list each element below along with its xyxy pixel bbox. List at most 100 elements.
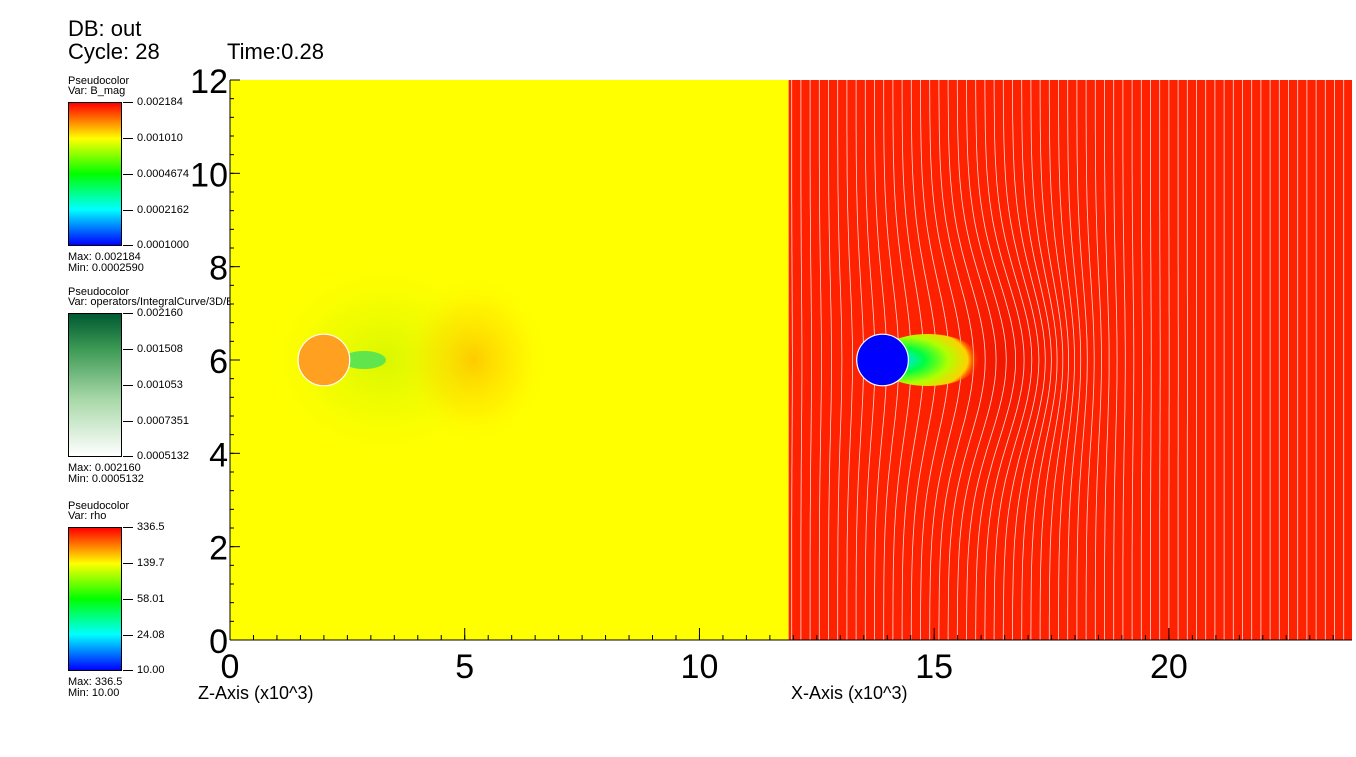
colorbar-tick (123, 563, 133, 564)
colorbar-tick-label: 0.0001000 (137, 239, 189, 251)
legend-min: Min: 0.0002590 (68, 262, 144, 274)
legend-max: Max: 336.5 (68, 676, 123, 688)
colorbar-tick (123, 313, 133, 314)
legend-min: Min: 0.0005132 (68, 473, 144, 485)
colorbar-tick (123, 349, 133, 350)
right-bow-shock (882, 170, 1123, 550)
streamline (1104, 80, 1110, 640)
y-tick-label: 0 (209, 623, 228, 661)
colorbar-tick (123, 421, 133, 422)
y-tick-label: 10 (190, 156, 228, 194)
time-label: Time:0.28 (227, 39, 325, 64)
colorbar-tick-label: 0.002184 (137, 96, 183, 108)
streamline (1085, 80, 1095, 640)
colorbar-tick (123, 245, 133, 246)
streamline (818, 80, 822, 640)
streamline (947, 80, 986, 640)
streamline (1039, 80, 1064, 640)
colorbar-tick-label: 139.7 (137, 557, 165, 569)
legend-label: Pseudocolor (68, 500, 130, 512)
y-tick-label: 12 (190, 63, 228, 101)
colorbar-tick (123, 456, 133, 457)
streamline (1048, 80, 1070, 640)
colorbar-tick (123, 210, 133, 211)
colorbar-tick-label: 0.001508 (137, 343, 183, 355)
colorbar-tick-label: 58.01 (137, 593, 165, 605)
streamline (1067, 80, 1082, 640)
colorbar-tick-label: 24.08 (137, 629, 165, 641)
y-tick-label: 8 (209, 250, 228, 288)
streamline (956, 80, 997, 640)
colorbar-tick-label: 0.0007351 (137, 415, 189, 427)
y-tick-label: 6 (209, 343, 228, 381)
colorbar-tick-label: 336.5 (137, 521, 165, 533)
colorbar-tick (123, 635, 133, 636)
legend-var: Var: rho (68, 510, 107, 522)
left-wake-front (398, 275, 549, 445)
x-axis-title-left: Z-Axis (x10^3) (198, 683, 314, 703)
streamline (1030, 80, 1058, 640)
legend-max: Max: 0.002184 (68, 251, 141, 263)
colorbar-tick-label: 0.001010 (137, 132, 183, 144)
legend-label: Pseudocolor (68, 75, 130, 87)
streamline (1012, 80, 1046, 640)
colorbar-tick-label: 0.0005132 (137, 450, 189, 462)
colorbar-tick-label: 0.0002162 (137, 204, 189, 216)
colorbar-tick (123, 385, 133, 386)
colorbar-tick-label: 0.002160 (137, 307, 183, 319)
streamline (1140, 80, 1143, 640)
colorbar-tick (123, 527, 133, 528)
x-tick-label: 0 (221, 648, 240, 686)
legend-integral-curve: Pseudocolor Var: operators/IntegralCurve… (0, 285, 234, 495)
streamline (809, 80, 812, 640)
legend-rho: Pseudocolor Var: rho 336.5 139.7 58.01 2… (0, 499, 230, 709)
x-tick-label: 15 (915, 648, 953, 686)
x-tick-label: 5 (455, 648, 474, 686)
colorbar-tick (123, 599, 133, 600)
colorbar-tick-label: 10.00 (137, 664, 165, 676)
db-label: DB: out (68, 16, 142, 41)
streamline (975, 80, 1017, 640)
left-wake-jet (341, 351, 386, 369)
streamline (1113, 80, 1118, 640)
streamline (1002, 80, 1040, 640)
legend-max: Max: 0.002160 (68, 462, 141, 474)
legend-var: Var: B_mag (68, 85, 126, 97)
y-tick-label: 2 (209, 530, 228, 568)
legend-var: Var: operators/IntegralCurve/3D/B (68, 296, 234, 308)
streamline (1076, 80, 1088, 640)
colorbar-hot (68, 527, 122, 671)
colorbar-tick (123, 102, 133, 103)
legend-b-mag: Pseudocolor Var: B_mag 0.002184 0.001010… (0, 74, 230, 284)
streamline (1150, 80, 1152, 640)
x-axis-title-right: X-Axis (x10^3) (791, 683, 908, 703)
colorbar-tick (123, 174, 133, 175)
y-tick-label: 4 (209, 436, 228, 474)
streamline (984, 80, 1025, 640)
colorbar-greens (68, 313, 122, 457)
streamline (1058, 80, 1075, 640)
streamline (828, 80, 832, 640)
colorbar-tick-label: 0.001053 (137, 379, 183, 391)
streamline (791, 80, 793, 640)
x-tick-label: 10 (681, 648, 719, 686)
colorbar-tick (123, 670, 133, 671)
streamline (1021, 80, 1052, 640)
legend-label: Pseudocolor (68, 286, 130, 298)
streamline (1122, 80, 1126, 640)
streamline (966, 80, 1007, 640)
left-sphere (297, 333, 351, 387)
streamline (993, 80, 1033, 640)
streamline (1094, 80, 1102, 640)
legend-min: Min: 10.00 (68, 687, 120, 699)
streamline (846, 80, 853, 640)
streamline (1131, 80, 1135, 640)
streamline (800, 80, 803, 640)
cycle-label: Cycle: 28 (68, 39, 160, 64)
right-sphere (856, 333, 909, 387)
colorbar-hot (68, 102, 122, 246)
x-tick-label: 20 (1150, 648, 1188, 686)
colorbar-tick-label: 0.0004674 (137, 168, 189, 180)
colorbar-tick (123, 138, 133, 139)
